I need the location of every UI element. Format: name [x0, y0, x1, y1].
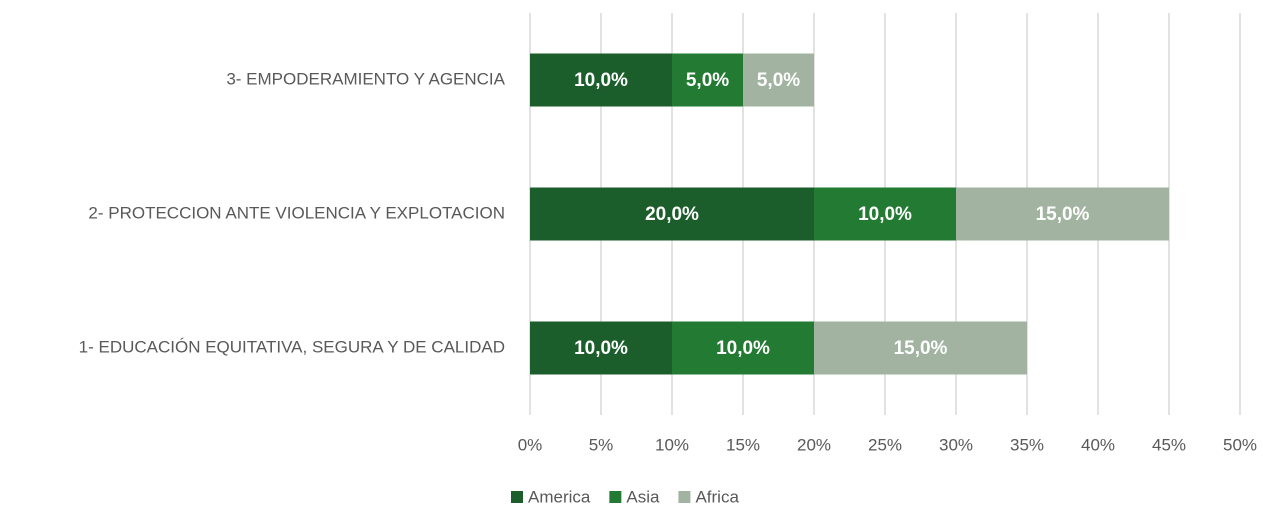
data-label: 10,0% — [716, 338, 770, 359]
y-tick-label: 2- PROTECCION ANTE VIOLENCIA Y EXPLOTACI… — [88, 203, 505, 222]
x-tick-label: 5% — [589, 435, 614, 454]
bar-segment — [530, 53, 672, 107]
bar-segment — [814, 187, 956, 241]
x-tick-label: 40% — [1081, 435, 1115, 454]
data-label: 20,0% — [645, 204, 699, 225]
data-label: 15,0% — [1036, 204, 1090, 225]
x-tick-label: 50% — [1223, 435, 1257, 454]
legend-swatch — [678, 491, 691, 503]
legend-label: Africa — [695, 487, 739, 506]
x-tick-label: 30% — [939, 435, 973, 454]
y-tick-label: 3- EMPODERAMIENTO Y AGENCIA — [226, 69, 505, 88]
x-tick-label: 25% — [868, 435, 902, 454]
data-label: 10,0% — [574, 70, 628, 91]
legend-swatch — [609, 491, 622, 503]
legend-swatch — [511, 491, 523, 503]
legend-label: America — [528, 487, 591, 506]
bar-segment — [956, 187, 1169, 241]
bar-segment — [814, 321, 1027, 375]
data-label: 15,0% — [894, 338, 948, 359]
x-tick-label: 10% — [655, 435, 689, 454]
data-label: 5,0% — [686, 70, 729, 91]
data-label: 10,0% — [574, 338, 628, 359]
bar-segment — [743, 53, 814, 107]
y-tick-label: 1- EDUCACIÓN EQUITATIVA, SEGURA Y DE CAL… — [79, 337, 505, 356]
x-tick-label: 35% — [1010, 435, 1044, 454]
x-tick-label: 20% — [797, 435, 831, 454]
bar-segment — [530, 321, 672, 375]
bar-segment — [672, 321, 814, 375]
x-tick-label: 0% — [518, 435, 543, 454]
x-tick-label: 15% — [726, 435, 760, 454]
bar-segment — [672, 53, 743, 107]
legend-label: Asia — [626, 487, 660, 506]
data-label: 5,0% — [757, 70, 800, 91]
data-label: 10,0% — [858, 204, 912, 225]
x-tick-label: 45% — [1152, 435, 1186, 454]
bar-segment — [530, 187, 814, 241]
